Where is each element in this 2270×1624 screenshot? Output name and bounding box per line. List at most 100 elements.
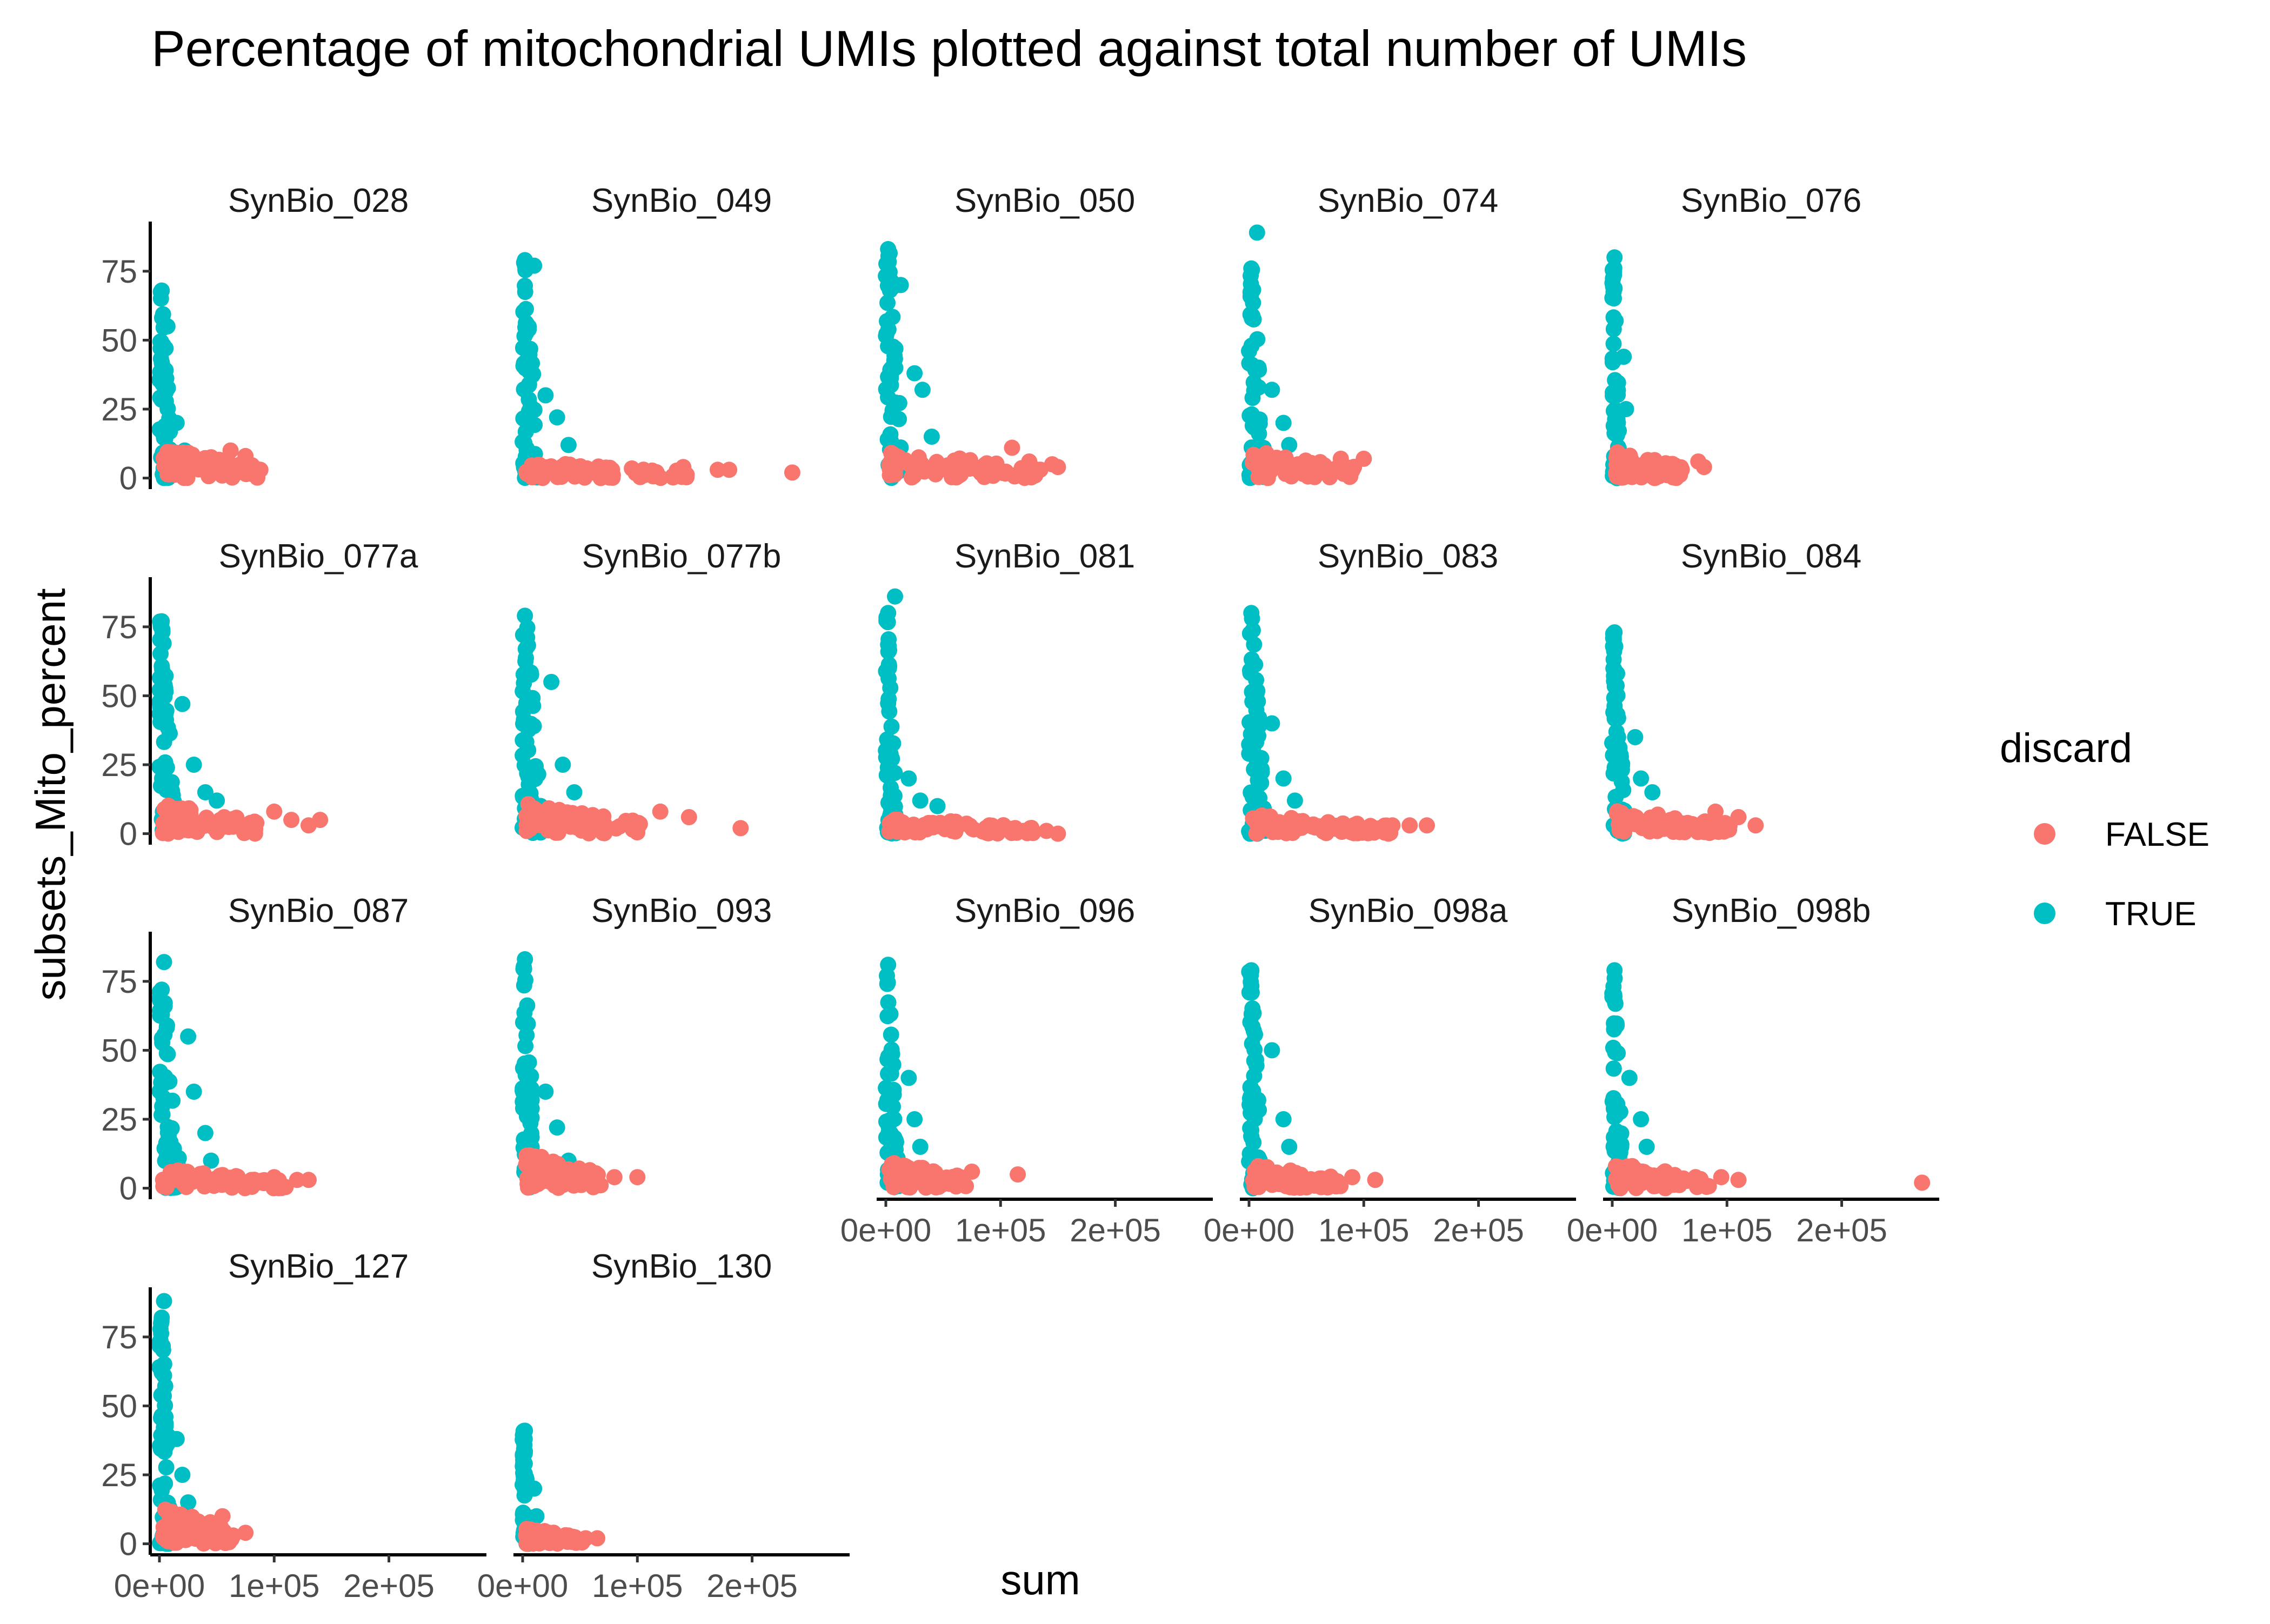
point-false [1021, 453, 1038, 470]
point-false [1626, 813, 1643, 830]
point-true [1275, 415, 1292, 431]
point-true [1246, 636, 1263, 653]
facet-panel: SynBio_074 [1241, 182, 1498, 486]
y-tick-label: 25 [101, 1101, 137, 1138]
point-true [168, 1431, 185, 1447]
point-false [532, 807, 549, 823]
points [515, 951, 646, 1196]
facet-panel: SynBio_098b 0e+00 1e+05 2e+05 [1567, 892, 1939, 1248]
point-false [518, 1521, 535, 1537]
point-true [1609, 706, 1626, 723]
facet-panel: SynBio_127 0 25 50 75 0e+00 1e+05 2e+05 [101, 1248, 486, 1604]
point-true [515, 304, 532, 320]
point-true [880, 1118, 897, 1134]
y-tick-label: 50 [101, 1388, 137, 1424]
points [515, 1422, 605, 1552]
point-true [153, 981, 170, 998]
point-true [515, 1458, 531, 1474]
point-true [886, 765, 903, 781]
point-true [892, 277, 909, 293]
point-false [177, 447, 193, 464]
point-true [1605, 309, 1622, 326]
point-false [606, 1169, 623, 1186]
point-false [312, 812, 329, 828]
y-tick-label: 0 [119, 1171, 137, 1207]
point-false [237, 1180, 253, 1197]
point-false [222, 442, 239, 459]
points [1241, 962, 1384, 1197]
facet-panel: SynBio_093 [515, 892, 772, 1196]
point-true [162, 1134, 179, 1151]
point-true [515, 716, 531, 732]
point-false [237, 447, 254, 464]
point-true [159, 1046, 176, 1062]
point-true [152, 645, 169, 662]
point-false [1259, 470, 1276, 486]
point-true [156, 1443, 173, 1460]
point-false [214, 1508, 231, 1525]
point-false [569, 819, 585, 836]
y-tick-label: 0 [119, 460, 137, 497]
point-true [180, 1028, 197, 1045]
point-false [951, 467, 967, 484]
point-false [289, 1172, 305, 1188]
point-true [1606, 661, 1623, 678]
point-true [203, 1152, 219, 1169]
point-false [1640, 821, 1657, 838]
facet-strip-label: SynBio_087 [228, 892, 409, 930]
point-true [522, 1115, 539, 1132]
facet-strip-label: SynBio_093 [591, 892, 772, 930]
point-true [1275, 770, 1292, 787]
point-true [880, 241, 897, 257]
point-false [709, 462, 726, 478]
point-true [560, 437, 577, 453]
point-false [1015, 823, 1032, 839]
point-false [907, 819, 924, 836]
point-true [1250, 727, 1266, 744]
point-false [1667, 810, 1683, 827]
point-true [929, 798, 946, 814]
point-true [185, 757, 202, 773]
facet-strip-label: SynBio_074 [1318, 182, 1498, 219]
legend: discard FALSE TRUE [2000, 725, 2209, 933]
point-true [515, 339, 531, 356]
point-false [549, 1158, 566, 1175]
y-tick-label: 75 [101, 964, 137, 1000]
point-true [156, 425, 172, 442]
x-tick-label: 0e+00 [840, 1212, 932, 1248]
point-true [159, 719, 176, 736]
point-true [519, 637, 536, 654]
facet-panel: SynBio_130 0e+00 1e+05 2e+05 [477, 1248, 850, 1604]
point-true [1243, 605, 1260, 621]
point-true [1245, 311, 1262, 328]
point-true [154, 1429, 171, 1446]
point-false [897, 452, 913, 469]
point-false [577, 1530, 594, 1547]
point-true [1245, 741, 1261, 758]
point-false [589, 1530, 605, 1547]
facet-strip-label: SynBio_076 [1681, 182, 1861, 219]
facet-strip-label: SynBio_096 [954, 892, 1135, 930]
x-tick-label: 0e+00 [1204, 1212, 1295, 1248]
point-true [923, 429, 940, 445]
point-true [566, 784, 583, 800]
point-true [1251, 1101, 1267, 1118]
point-false [1250, 823, 1266, 839]
point-false [1401, 817, 1418, 834]
point-false [521, 1175, 538, 1192]
point-true [517, 1038, 534, 1054]
point-false [201, 468, 217, 485]
point-false [157, 1520, 173, 1536]
point-true [1605, 336, 1622, 352]
point-false [882, 467, 898, 484]
point-false [186, 1517, 203, 1534]
point-false [1283, 468, 1300, 485]
point-false [301, 1172, 317, 1188]
point-true [516, 977, 532, 994]
point-false [981, 817, 998, 834]
point-false [1321, 1172, 1338, 1189]
point-true [185, 1084, 202, 1100]
point-false [1282, 456, 1299, 473]
point-false [1679, 814, 1696, 831]
points [878, 241, 1066, 486]
